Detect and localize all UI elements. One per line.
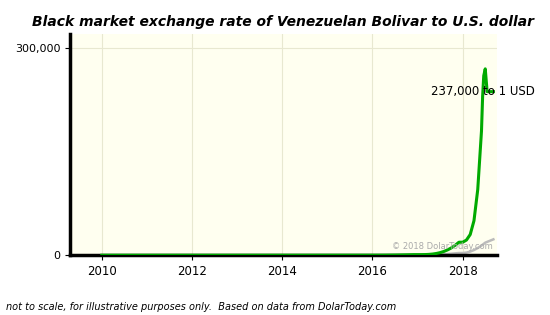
Text: not to scale, for illustrative purposes only.  Based on data from DolarToday.com: not to scale, for illustrative purposes … [6,302,396,312]
Text: © 2018 DolarToday.com: © 2018 DolarToday.com [392,242,492,251]
Title: Black market exchange rate of Venezuelan Bolivar to U.S. dollar: Black market exchange rate of Venezuelan… [32,15,535,29]
Text: 237,000 to 1 USD: 237,000 to 1 USD [431,85,535,98]
